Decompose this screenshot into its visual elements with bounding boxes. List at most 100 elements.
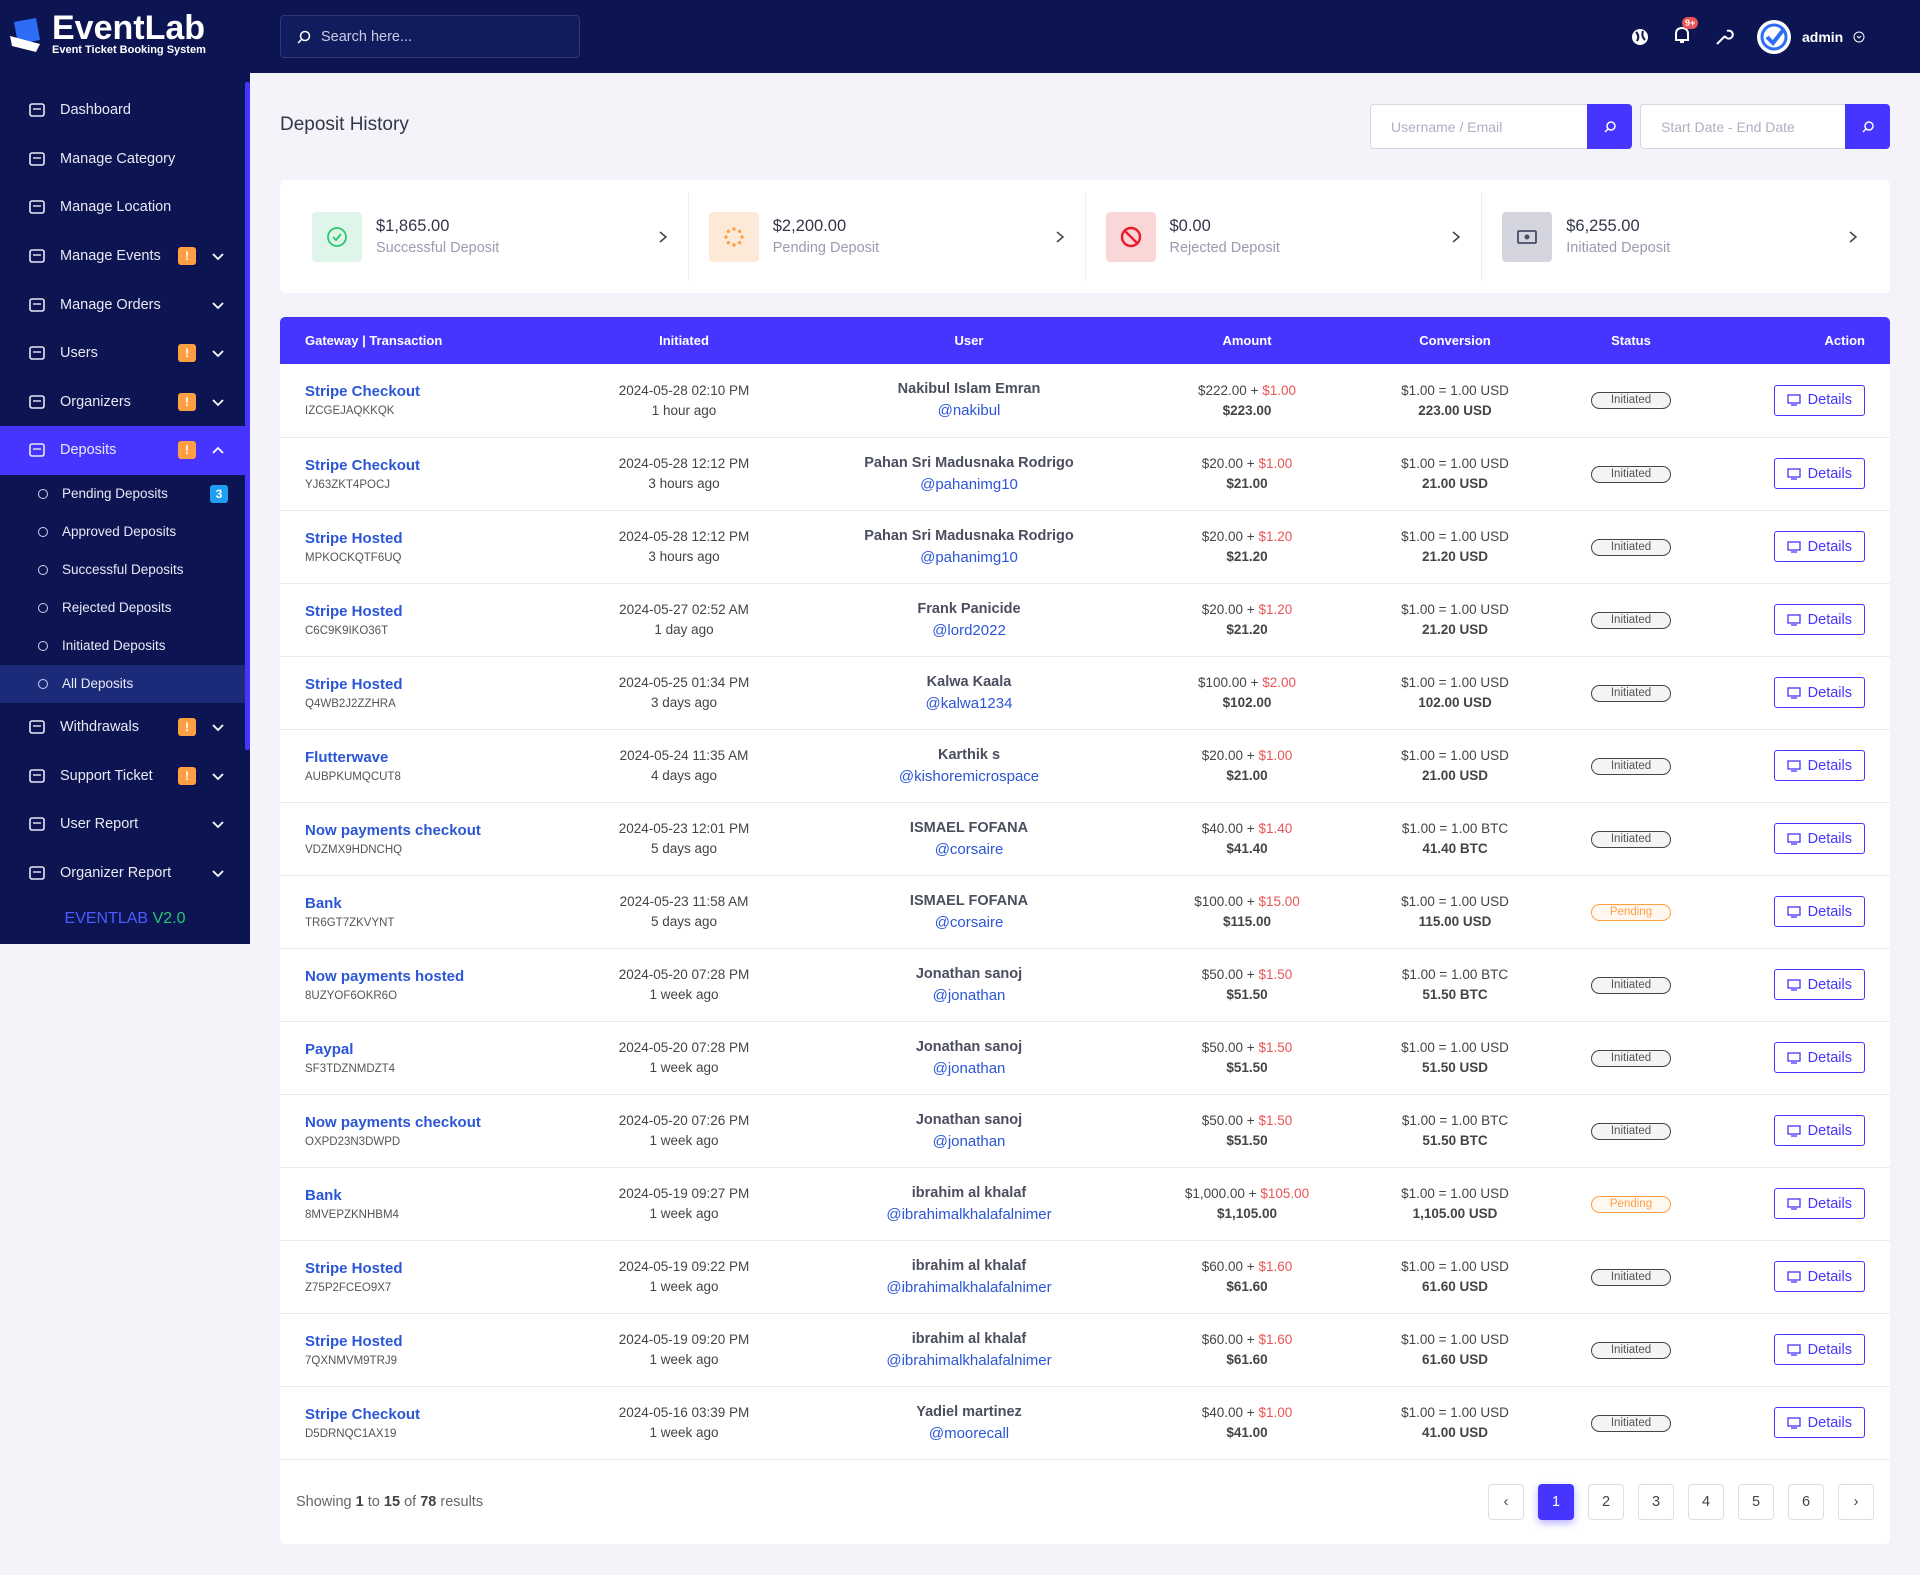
username[interactable]: @ibrahimalkhalafalnimer bbox=[886, 1205, 1052, 1223]
nav-item[interactable]: User Report bbox=[0, 800, 250, 849]
showing-to: 15 bbox=[383, 1494, 401, 1510]
nav-item[interactable]: Deposits! bbox=[0, 426, 250, 475]
transaction: Z75P2FCEO9X7 bbox=[305, 1281, 392, 1294]
gateway[interactable]: Now payments checkout bbox=[305, 821, 481, 839]
details-button[interactable]: Details bbox=[1773, 531, 1865, 562]
date: 2024-05-25 01:34 PM bbox=[618, 675, 750, 690]
details-button[interactable]: Details bbox=[1773, 1188, 1865, 1219]
gateway[interactable]: Stripe Hosted bbox=[305, 1332, 403, 1350]
nav-item[interactable]: Organizer Report bbox=[0, 849, 250, 898]
stat[interactable]: $6,255.00 Initiated Deposit bbox=[1482, 192, 1878, 281]
nav-item[interactable]: Manage Location bbox=[0, 183, 250, 232]
page-button[interactable]: 5 bbox=[1738, 1484, 1774, 1520]
globe[interactable] bbox=[1630, 27, 1650, 47]
details-button[interactable]: Details bbox=[1773, 604, 1865, 635]
gateway[interactable]: Now payments hosted bbox=[305, 967, 465, 985]
gateway[interactable]: Stripe Hosted bbox=[305, 529, 403, 547]
user-menu[interactable]: admin bbox=[1756, 19, 1865, 55]
details-button[interactable]: Details bbox=[1773, 750, 1865, 781]
sub-nav-item[interactable]: All Deposits bbox=[0, 664, 250, 703]
gateway[interactable]: Stripe Checkout bbox=[305, 383, 421, 401]
username[interactable]: @kishoremicrospace bbox=[898, 767, 1040, 785]
amount-cell: $50.00 + $1.50 $51.50 bbox=[1129, 948, 1365, 1022]
next-page[interactable]: › bbox=[1838, 1484, 1874, 1520]
username[interactable]: @corsaire bbox=[934, 913, 1004, 931]
details-label: Details bbox=[1807, 830, 1852, 847]
stat[interactable]: $0.00 Rejected Deposit bbox=[1086, 192, 1483, 281]
gateway[interactable]: Bank bbox=[305, 894, 342, 912]
nav-item[interactable]: Support Ticket! bbox=[0, 751, 250, 800]
username[interactable]: @nakibul bbox=[937, 402, 1001, 420]
nav-item[interactable]: Manage Events! bbox=[0, 232, 250, 281]
date-input[interactable]: Start Date - End Date bbox=[1640, 104, 1845, 149]
search[interactable]: Search here... bbox=[280, 15, 580, 58]
user-name: ISMAEL FOFANA bbox=[909, 819, 1029, 836]
sub-nav-item[interactable]: Initiated Deposits bbox=[0, 627, 250, 665]
nav-item[interactable]: Manage Category bbox=[0, 135, 250, 184]
stat[interactable]: $2,200.00 Pending Deposit bbox=[689, 192, 1086, 281]
gateway[interactable]: Flutterwave bbox=[305, 748, 389, 766]
user-search-button[interactable] bbox=[1587, 104, 1632, 149]
username[interactable]: @ibrahimalkhalafalnimer bbox=[886, 1278, 1052, 1296]
username[interactable]: @pahanimg10 bbox=[920, 475, 1018, 493]
nav-item[interactable]: Users! bbox=[0, 329, 250, 378]
username[interactable]: @jonathan bbox=[932, 1132, 1006, 1150]
showing-to-word: to bbox=[367, 1494, 380, 1510]
username[interactable]: @pahanimg10 bbox=[920, 548, 1018, 566]
username[interactable]: @jonathan bbox=[932, 986, 1006, 1004]
page-button[interactable]: 1 bbox=[1538, 1484, 1574, 1520]
logo[interactable]: EventLab Event Ticket Booking System bbox=[10, 11, 206, 56]
sub-nav-item[interactable]: Pending Deposits 3 bbox=[0, 475, 250, 513]
page-button[interactable]: 6 bbox=[1788, 1484, 1824, 1520]
details-button[interactable]: Details bbox=[1773, 1042, 1865, 1073]
settings[interactable] bbox=[1714, 27, 1734, 47]
sub-nav-item[interactable]: Rejected Deposits bbox=[0, 589, 250, 627]
nav-item[interactable]: Withdrawals! bbox=[0, 703, 250, 752]
details-button[interactable]: Details bbox=[1773, 1334, 1865, 1365]
page-button[interactable]: 3 bbox=[1638, 1484, 1674, 1520]
gateway[interactable]: Stripe Hosted bbox=[305, 1259, 403, 1277]
action-cell: Details bbox=[1717, 948, 1890, 1022]
details-button[interactable]: Details bbox=[1773, 1261, 1865, 1292]
total: $102.00 bbox=[1222, 695, 1272, 710]
details-button[interactable]: Details bbox=[1773, 1407, 1865, 1438]
sub-nav-item[interactable]: Successful Deposits bbox=[0, 551, 250, 589]
gateway[interactable]: Stripe Checkout bbox=[305, 1405, 421, 1423]
username[interactable]: @jonathan bbox=[932, 1059, 1006, 1077]
amount: $50.00 bbox=[1201, 967, 1244, 982]
username[interactable]: @corsaire bbox=[934, 840, 1004, 858]
user-input[interactable]: Username / Email bbox=[1370, 104, 1587, 149]
gateway[interactable]: Stripe Hosted bbox=[305, 675, 403, 693]
user-cell: ibrahim al khalaf @ibrahimalkhalafalnimer bbox=[809, 1240, 1129, 1314]
page-button[interactable]: 4 bbox=[1688, 1484, 1724, 1520]
final-amount: 51.50 BTC bbox=[1422, 1133, 1488, 1148]
nav-item[interactable]: Organizers! bbox=[0, 378, 250, 427]
prev-page[interactable]: ‹ bbox=[1488, 1484, 1524, 1520]
details-button[interactable]: Details bbox=[1773, 969, 1865, 1000]
username[interactable]: @lord2022 bbox=[932, 621, 1006, 639]
showing-from: 1 bbox=[355, 1494, 364, 1510]
details-button[interactable]: Details bbox=[1773, 896, 1865, 927]
details-button[interactable]: Details bbox=[1773, 823, 1865, 854]
final-amount: 51.50 USD bbox=[1421, 1060, 1489, 1075]
details-button[interactable]: Details bbox=[1773, 677, 1865, 708]
details-button[interactable]: Details bbox=[1773, 458, 1865, 489]
username[interactable]: @ibrahimalkhalafalnimer bbox=[886, 1351, 1052, 1369]
notifications[interactable]: 9+ bbox=[1672, 16, 1699, 50]
final-amount: 21.00 USD bbox=[1421, 476, 1489, 491]
gateway[interactable]: Stripe Checkout bbox=[305, 456, 421, 474]
details-button[interactable]: Details bbox=[1773, 1115, 1865, 1146]
nav-item[interactable]: Manage Orders bbox=[0, 280, 250, 329]
sub-nav-item[interactable]: Approved Deposits bbox=[0, 513, 250, 551]
username[interactable]: @kalwa1234 bbox=[925, 694, 1013, 712]
gateway[interactable]: Now payments checkout bbox=[305, 1113, 481, 1131]
gateway[interactable]: Paypal bbox=[305, 1040, 354, 1058]
username[interactable]: @moorecall bbox=[928, 1424, 1010, 1442]
page-button[interactable]: 2 bbox=[1588, 1484, 1624, 1520]
gateway[interactable]: Bank bbox=[305, 1186, 342, 1204]
gateway[interactable]: Stripe Hosted bbox=[305, 602, 403, 620]
details-button[interactable]: Details bbox=[1773, 384, 1865, 416]
stat[interactable]: $1,865.00 Successful Deposit bbox=[292, 192, 689, 281]
date-search-button[interactable] bbox=[1845, 104, 1890, 149]
nav-item[interactable]: Dashboard bbox=[0, 86, 250, 135]
